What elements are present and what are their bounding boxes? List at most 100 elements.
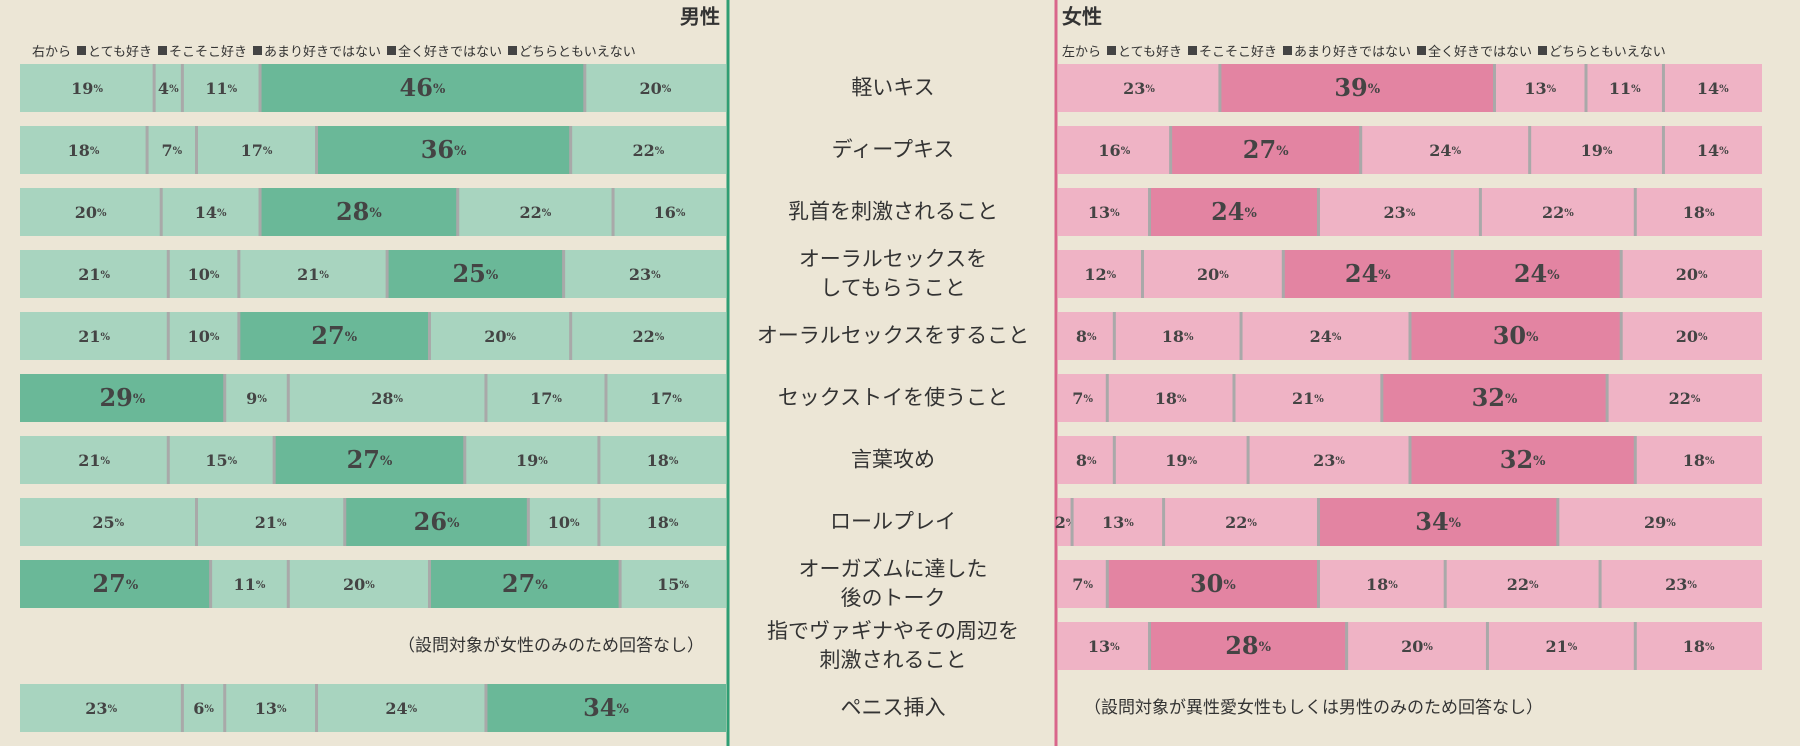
bar-segment <box>1114 312 1242 360</box>
legend-swatch <box>508 46 518 55</box>
separator <box>597 498 601 546</box>
legend-label: とても好き <box>88 45 152 60</box>
value-label: 22% <box>632 327 664 346</box>
bar-segment <box>613 188 726 236</box>
bar-segment <box>1663 126 1762 174</box>
bar-segment <box>20 250 169 298</box>
bar-segment <box>1072 498 1164 546</box>
chart-title: 男性 <box>680 5 720 29</box>
value-label: 20% <box>1401 637 1433 656</box>
separator <box>1528 126 1532 174</box>
bar-segment <box>288 374 486 422</box>
separator <box>1661 64 1665 112</box>
separator <box>1598 560 1602 608</box>
legend-label: 全く好きではない <box>1428 45 1533 60</box>
separator <box>315 126 319 174</box>
legend: 右から とても好き そこそこ好き あまり好きではない 全く好きではない どちらともいえない <box>32 41 636 60</box>
bar-segment <box>274 436 465 484</box>
category-label: ディープキス <box>831 137 955 162</box>
separator <box>1633 188 1637 236</box>
value-label: 20% <box>640 79 672 98</box>
bar-segment <box>1283 250 1453 298</box>
bar-segment <box>1149 622 1347 670</box>
bar-segment <box>1058 622 1150 670</box>
value-label: 18% <box>68 141 100 160</box>
separator <box>258 188 262 236</box>
value-label: 18% <box>1155 389 1187 408</box>
value-label: 24% <box>1345 259 1391 288</box>
bar-segment <box>20 684 183 732</box>
value-label: 17% <box>241 141 273 160</box>
bar-segment <box>1058 312 1115 360</box>
bar-segment <box>182 684 225 732</box>
value-label: 24% <box>385 699 417 718</box>
value-label: 23% <box>629 265 661 284</box>
value-label: 28% <box>1225 631 1271 660</box>
legend-swatch <box>253 46 262 55</box>
separator <box>159 188 163 236</box>
separator <box>1380 374 1384 422</box>
separator <box>484 684 488 732</box>
bar-segment <box>182 64 261 112</box>
legend-swatch <box>1107 46 1117 55</box>
category-label: 言葉攻め <box>851 447 935 472</box>
bar-segment <box>20 312 169 360</box>
bar-segment <box>485 374 606 422</box>
bar-segment <box>1586 64 1664 112</box>
bar-segment <box>20 126 148 174</box>
bar-segment <box>598 498 726 546</box>
separator <box>569 126 573 174</box>
category-label: 軽いキス <box>851 75 935 100</box>
bar-segment <box>224 374 289 422</box>
value-label: 17% <box>530 389 562 408</box>
separator <box>1105 560 1109 608</box>
value-label: 14% <box>1697 141 1729 160</box>
value-label: 18% <box>1683 451 1715 470</box>
value-label: 22% <box>1507 575 1539 594</box>
bar-segment <box>1241 312 1410 360</box>
value-label: 13% <box>1102 513 1134 532</box>
value-label: 18% <box>1683 203 1715 222</box>
value-label: 46% <box>400 73 446 102</box>
value-label: 11% <box>1609 79 1641 98</box>
value-label: 24% <box>1211 197 1257 226</box>
value-label: 27% <box>502 569 548 598</box>
value-label: 22% <box>1225 513 1257 532</box>
separator <box>1112 436 1116 484</box>
bar-segment <box>1149 188 1319 236</box>
value-label: 28% <box>371 389 403 408</box>
value-label: 19% <box>71 79 103 98</box>
separator <box>597 436 601 484</box>
bar-segment <box>605 374 726 422</box>
separator <box>611 188 615 236</box>
bar-segment <box>429 560 621 608</box>
separator <box>1239 312 1243 360</box>
separator <box>1281 250 1285 298</box>
separator <box>1070 498 1074 546</box>
bar-segment <box>1107 374 1234 422</box>
legend-swatch <box>77 46 87 55</box>
separator <box>1619 250 1623 298</box>
value-label: 6% <box>193 699 214 718</box>
bar-segment <box>387 250 564 298</box>
separator <box>209 560 213 608</box>
separator <box>1584 64 1588 112</box>
bar-segment <box>1058 126 1171 174</box>
separator <box>1408 312 1412 360</box>
value-label: 24% <box>1514 259 1560 288</box>
bar-segment <box>161 188 261 236</box>
separator <box>583 64 587 112</box>
bar-segment <box>260 64 585 112</box>
bar-segment <box>1487 622 1636 670</box>
value-label: 18% <box>647 513 679 532</box>
separator <box>1316 188 1320 236</box>
value-label: 34% <box>1415 507 1461 536</box>
value-label: 11% <box>234 575 266 594</box>
value-label: 29% <box>1644 513 1676 532</box>
category-label: セックストイを使うこと <box>777 385 1009 410</box>
bar-segment <box>1142 250 1284 298</box>
bar-segment <box>168 250 239 298</box>
separator <box>1359 126 1363 174</box>
category-label: ペニス挿入 <box>840 695 946 720</box>
value-label: 16% <box>654 203 686 222</box>
